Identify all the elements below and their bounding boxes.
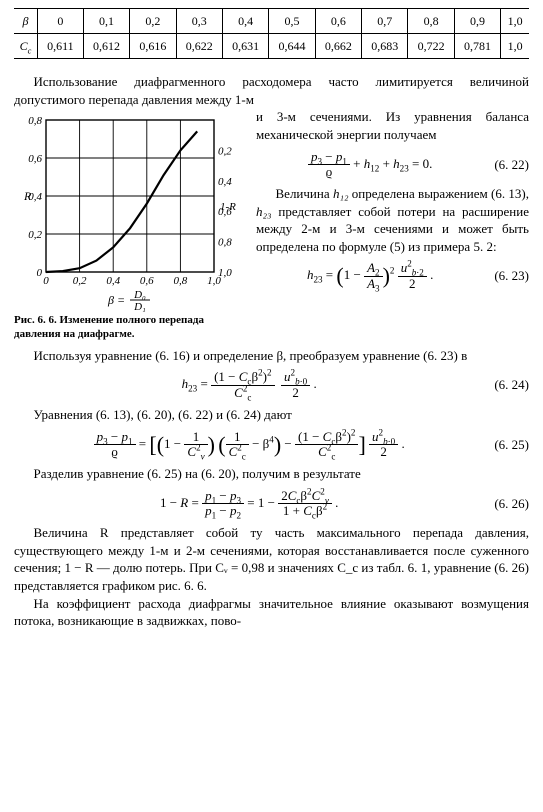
equation-6-26: 1 − R = p1 − p3p1 − p2 = 1 − 2Ccβ2C2v1 +…	[14, 489, 529, 519]
paragraph-1: Использование диафрагменного расходомера…	[14, 73, 529, 108]
figure-6-6: 0,80,60,40,200,20,40,60,81,000,20,40,60,…	[14, 112, 246, 340]
paragraph-5: Величина R представляет собой ту часть м…	[14, 524, 529, 594]
svg-text:1,0: 1,0	[207, 275, 221, 287]
svg-text:0,4: 0,4	[106, 275, 120, 287]
paragraph-3: Уравнения (6. 13), (6. 20), (6. 22) и (6…	[14, 406, 529, 424]
coefficient-table: β00,10,20,30,40,50,60,70,80,91,0 Cc0,611…	[14, 8, 529, 59]
eq-label: (6. 22)	[484, 156, 529, 174]
svg-text:β =: β =	[107, 293, 125, 307]
equation-6-25: p3 − p1ϱ = [(1 − 1C2v) (1C2c − β4) − (1 …	[14, 430, 529, 460]
svg-text:0,4: 0,4	[218, 176, 232, 188]
equation-6-22: p3 − p1ϱ + h12 + h23 = 0. (6. 22)	[256, 150, 529, 180]
equation-6-24: h23 = (1 − Ccβ2)2C2c u2b·02 . (6. 24)	[14, 370, 529, 400]
svg-text:D₀: D₀	[133, 289, 146, 301]
eq-label: (6. 26)	[484, 495, 529, 513]
eq-label: (6. 25)	[484, 436, 529, 454]
svg-text:0,8: 0,8	[174, 275, 188, 287]
chart-svg: 0,80,60,40,200,20,40,60,81,000,20,40,60,…	[14, 112, 246, 312]
svg-text:0,6: 0,6	[28, 153, 42, 165]
svg-text:0,2: 0,2	[73, 275, 87, 287]
svg-text:0,2: 0,2	[218, 146, 232, 158]
paragraph-4: Разделив уравнение (6. 25) на (6. 20), п…	[14, 465, 529, 483]
svg-text:0,2: 0,2	[28, 229, 42, 241]
svg-text:R: R	[23, 189, 32, 203]
svg-text:0,6: 0,6	[140, 275, 154, 287]
paragraph-2: Используя уравнение (6. 16) и определени…	[14, 347, 529, 365]
eq-label: (6. 23)	[484, 267, 529, 285]
paragraph-6: На коэффициент расхода диафрагмы значите…	[14, 595, 529, 630]
equation-6-23: h23 = (1 − A2A3)2 u2b·22 . (6. 23)	[256, 261, 529, 291]
svg-text:0: 0	[43, 275, 49, 287]
figure-caption: Рис. 6. 6. Изменение полного перепада да…	[14, 314, 246, 340]
svg-text:D₁: D₁	[133, 301, 146, 312]
svg-text:0,8: 0,8	[218, 237, 232, 249]
eq-label: (6. 24)	[484, 376, 529, 394]
svg-text:0,8: 0,8	[28, 115, 42, 127]
svg-text:1-R: 1-R	[220, 201, 236, 213]
svg-text:0: 0	[37, 267, 43, 279]
